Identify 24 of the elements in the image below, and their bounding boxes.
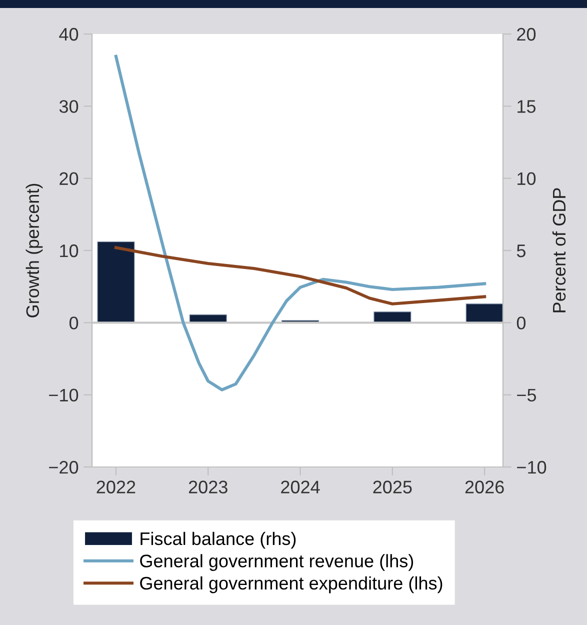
y-tick-label: 30 <box>59 100 78 113</box>
y-tick-label: −20 <box>49 460 78 474</box>
y-tick-label: 40 <box>59 28 78 41</box>
legend-label: Fiscal balance (rhs) <box>140 532 296 549</box>
y2-axis-title: Percent of GDP <box>552 188 566 312</box>
x-tick-label: 2024 <box>281 480 320 494</box>
y-tick-label: 10 <box>60 244 78 258</box>
y-tick-label: 0 <box>69 316 78 330</box>
y2-tick-label: −5 <box>517 388 536 402</box>
y2-tick-label: 5 <box>516 244 526 258</box>
x-tick-label: 2023 <box>188 480 228 494</box>
y-axis-title: Growth (percent) <box>26 184 43 318</box>
y-tick-label: −10 <box>49 388 78 402</box>
x-tick-label: 2025 <box>373 480 412 494</box>
y2-tick-label: −10 <box>517 460 546 474</box>
y2-tick-label: 15 <box>518 100 536 113</box>
y2-tick-label: 0 <box>516 316 526 330</box>
legend-label: General government revenue (lhs) <box>140 554 414 571</box>
x-tick-label: 2026 <box>465 480 504 494</box>
y-tick-label: 20 <box>60 172 78 186</box>
y2-tick-label: 20 <box>517 28 536 41</box>
x-tick-label: 2022 <box>96 480 136 494</box>
y2-tick-label: 10 <box>518 172 536 186</box>
legend-label: General government expenditure (lhs) <box>140 576 442 594</box>
